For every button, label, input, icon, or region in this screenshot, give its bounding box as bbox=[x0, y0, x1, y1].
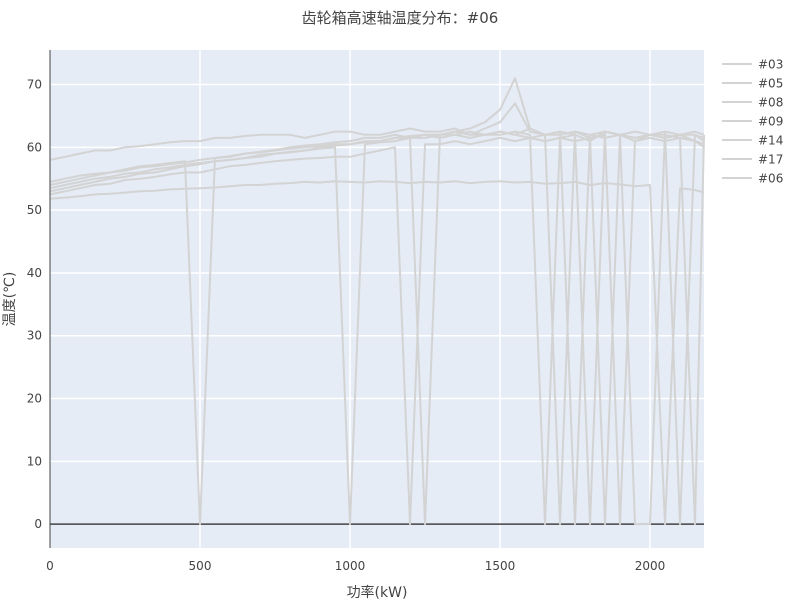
legend-label: #17 bbox=[758, 153, 783, 167]
series-line-09 bbox=[49, 133, 705, 526]
legend[interactable]: #03 #05 #08 #09 #14 #17 #06 bbox=[722, 58, 783, 186]
gridlines bbox=[50, 50, 704, 548]
legend-label: #06 bbox=[758, 172, 783, 186]
legend-item[interactable]: #05 bbox=[722, 77, 783, 91]
legend-item[interactable]: #17 bbox=[722, 153, 783, 167]
legend-item[interactable]: #08 bbox=[722, 96, 783, 110]
x-tick-label: 1000 bbox=[335, 559, 366, 573]
legend-item[interactable]: #14 bbox=[722, 134, 783, 148]
y-tick-label: 30 bbox=[27, 329, 42, 343]
legend-label: #09 bbox=[758, 115, 783, 129]
legend-label: #14 bbox=[758, 134, 783, 148]
chart-title: 齿轮箱高速轴温度分布：#06 bbox=[302, 9, 499, 27]
x-axis-label: 功率(kW) bbox=[347, 584, 408, 600]
y-tick-label: 10 bbox=[27, 454, 42, 468]
y-tick-label: 20 bbox=[27, 392, 42, 406]
series-line-17 bbox=[49, 77, 705, 526]
plot-background bbox=[50, 50, 704, 548]
y-axis-label: 温度(℃) bbox=[2, 272, 18, 327]
x-tick-label: 500 bbox=[189, 559, 212, 573]
series-lines bbox=[49, 77, 705, 526]
series-line-08 bbox=[49, 130, 705, 526]
x-tick-label: 1500 bbox=[485, 559, 516, 573]
legend-label: #05 bbox=[758, 77, 783, 91]
y-tick-label: 70 bbox=[27, 78, 42, 92]
y-tick-label: 40 bbox=[27, 266, 42, 280]
legend-item[interactable]: #09 bbox=[722, 115, 783, 129]
legend-label: #03 bbox=[758, 58, 783, 72]
y-tick-label: 60 bbox=[27, 140, 42, 154]
y-tick-label: 0 bbox=[34, 517, 42, 531]
x-tick-label: 2000 bbox=[635, 559, 666, 573]
y-tick-label: 50 bbox=[27, 203, 42, 217]
legend-label: #08 bbox=[758, 96, 783, 110]
legend-item[interactable]: #03 bbox=[722, 58, 783, 72]
series-line-14 bbox=[49, 180, 705, 526]
x-tick-label: 0 bbox=[46, 559, 54, 573]
axes: 0 500 1000 1500 2000 0 10 20 30 40 50 60 70 bbox=[27, 50, 666, 573]
series-line-03 bbox=[49, 127, 705, 526]
legend-item[interactable]: #06 bbox=[722, 172, 783, 186]
series-line-06 bbox=[49, 102, 705, 526]
